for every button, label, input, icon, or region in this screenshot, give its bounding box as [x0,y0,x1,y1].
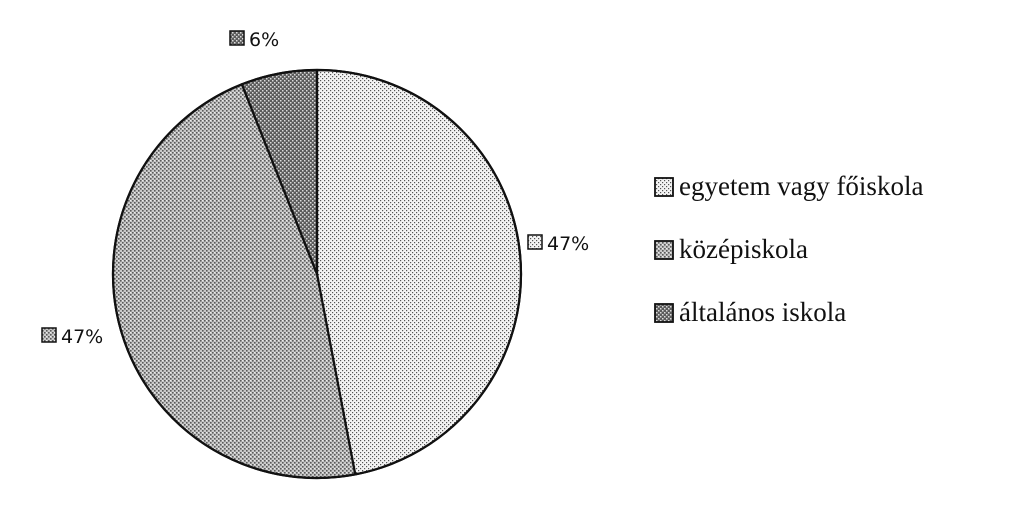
legend-item-altalanos-iskola: általános iskola [654,297,846,327]
legend-swatch [654,303,674,323]
data-label-swatch [41,327,57,343]
pie-outline [111,68,523,480]
data-label-swatch [229,30,245,46]
legend-item-egyetem-vagy-foiskola: egyetem vagy főiskola [654,171,923,201]
legend-swatch [654,177,674,197]
legend-label: középiskola [679,234,808,264]
data-label-text: 47% [547,233,589,255]
data-label-text: 47% [61,326,103,348]
data-label-swatch [527,234,543,250]
data-labels: 47% 47% 6% [41,29,589,348]
legend-label: általános iskola [679,297,846,327]
legend-label: egyetem vagy főiskola [679,171,923,201]
data-label-kozepiskola: 47% [41,326,103,348]
data-label-egyetem-vagy-foiskola: 47% [527,233,589,255]
legend: egyetem vagy főiskola középiskola általáno… [654,171,923,327]
pie-slices [111,68,523,480]
data-label-text: 6% [249,29,279,51]
legend-swatch [654,240,674,260]
legend-item-kozepiskola: középiskola [654,234,808,264]
pie-slice-egyetem-vagy-foiskola [315,68,523,476]
data-label-altalanos-iskola: 6% [229,29,279,51]
